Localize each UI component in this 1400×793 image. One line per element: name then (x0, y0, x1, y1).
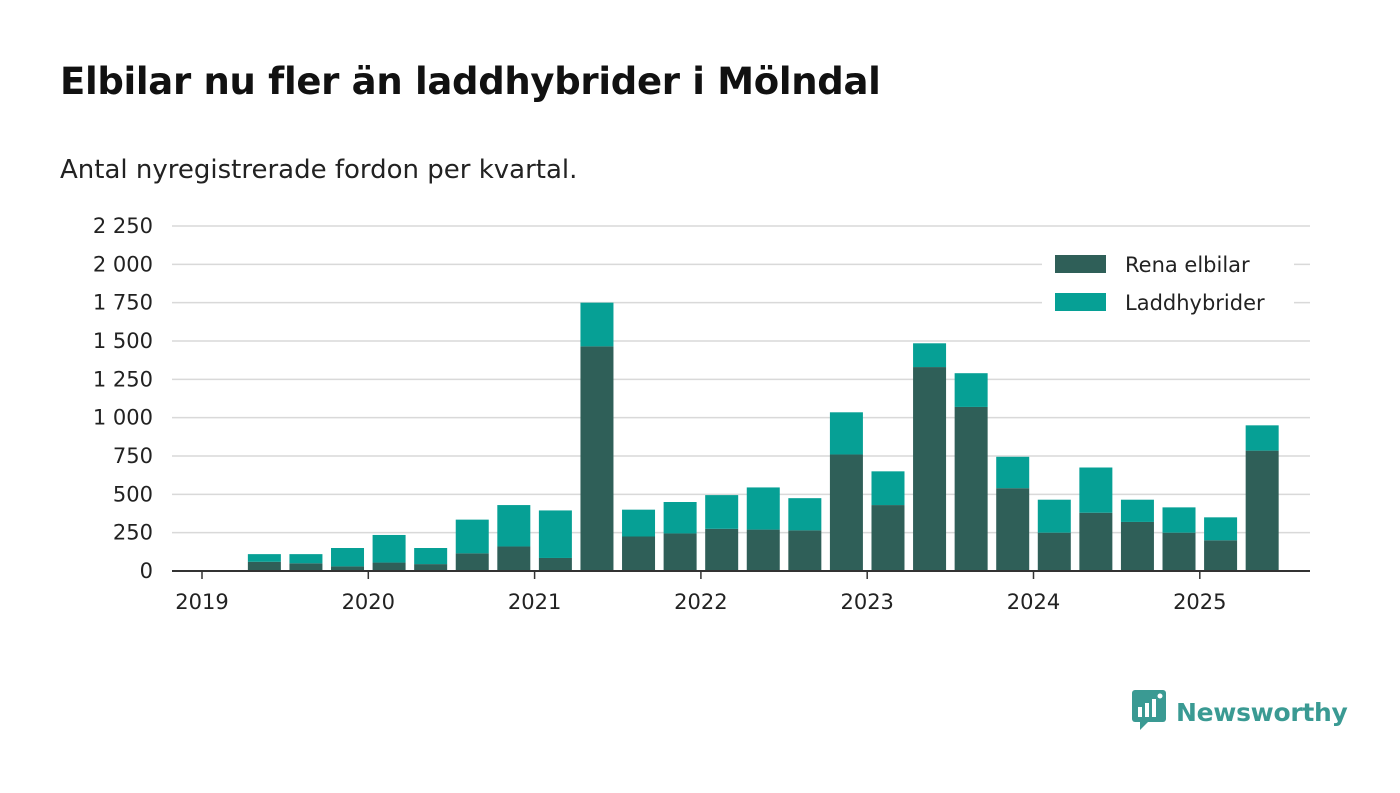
bar-segment-laddhybrider (580, 302, 614, 347)
bar-segment-rena-elbilar (663, 533, 697, 571)
bar-segment-laddhybrider (746, 487, 780, 530)
bar-segment-laddhybrider (1162, 507, 1196, 533)
bar-segment-rena-elbilar (788, 530, 822, 571)
bars (247, 302, 1279, 571)
y-tick-label: 750 (113, 444, 153, 468)
legend-swatch (1055, 293, 1106, 311)
bar-segment-laddhybrider (871, 471, 905, 506)
bar-segment-rena-elbilar (954, 406, 988, 571)
legend-swatch (1055, 255, 1106, 273)
brand-logo: Newsworthy (1132, 690, 1348, 734)
y-tick-label: 1 500 (93, 329, 153, 353)
bar-segment-laddhybrider (788, 498, 822, 531)
bar-segment-rena-elbilar (1120, 521, 1154, 571)
bar-segment-rena-elbilar (414, 564, 448, 571)
x-tick-label: 2020 (342, 590, 395, 614)
bar-segment-laddhybrider (497, 505, 531, 547)
y-tick-label: 0 (140, 559, 153, 583)
axes: 0 250 500 750 1 000 1 250 1 500 1 750 2 000 2 250… (93, 214, 1310, 614)
x-tick-label: 2025 (1173, 590, 1226, 614)
x-tick-label: 2022 (674, 590, 727, 614)
bar-segment-laddhybrider (331, 548, 365, 567)
bar-segment-laddhybrider (1204, 517, 1238, 541)
bar-segment-rena-elbilar (622, 536, 656, 571)
brand-name: Newsworthy (1176, 697, 1348, 727)
x-tick-label: 2024 (1007, 590, 1060, 614)
y-tick-label: 1 250 (93, 367, 153, 391)
bar-segment-rena-elbilar (871, 505, 905, 571)
legend-label: Laddhybrider (1125, 291, 1265, 315)
y-tick-label: 1 750 (93, 291, 153, 315)
bar-segment-laddhybrider (996, 456, 1030, 489)
bar-segment-laddhybrider (414, 548, 448, 565)
y-tick-label: 1 000 (93, 406, 153, 430)
bar-segment-laddhybrider (1037, 499, 1071, 533)
bar-segment-laddhybrider (247, 554, 281, 562)
bar-segment-rena-elbilar (289, 563, 323, 571)
bar-segment-laddhybrider (538, 510, 572, 558)
bar-segment-laddhybrider (829, 412, 863, 455)
chart-title: Elbilar nu fler än laddhybrider i Mölnda… (60, 60, 881, 103)
bar-segment-rena-elbilar (1037, 532, 1071, 571)
bar-segment-laddhybrider (705, 495, 739, 529)
bar-segment-rena-elbilar (705, 528, 739, 571)
bar-segment-rena-elbilar (1162, 532, 1196, 571)
bar-segment-rena-elbilar (1079, 512, 1113, 571)
chart-subtitle: Antal nyregistrerade fordon per kvartal. (60, 155, 578, 185)
bar-segment-rena-elbilar (538, 557, 572, 571)
y-tick-label: 250 (113, 521, 153, 545)
bar-segment-rena-elbilar (1245, 450, 1279, 571)
bar-segment-rena-elbilar (746, 529, 780, 571)
x-tick-label: 2019 (175, 590, 228, 614)
bar-segment-laddhybrider (1245, 425, 1279, 451)
bar-segment-rena-elbilar (372, 562, 406, 571)
bar-segment-rena-elbilar (829, 454, 863, 571)
bar-segment-rena-elbilar (455, 553, 489, 571)
bar-segment-rena-elbilar (1204, 540, 1238, 571)
bar-segment-laddhybrider (663, 502, 697, 534)
bar-segment-laddhybrider (954, 373, 988, 407)
legend-label: Rena elbilar (1125, 253, 1250, 277)
x-tick-label: 2021 (508, 590, 561, 614)
y-tick-label: 2 000 (93, 252, 153, 276)
bar-segment-laddhybrider (622, 509, 656, 537)
bar-segment-laddhybrider (1120, 499, 1154, 522)
bar-segment-rena-elbilar (331, 566, 365, 571)
legend: Rena elbilar Laddhybrider (1042, 244, 1294, 320)
newsworthy-logo-icon (1132, 690, 1166, 734)
y-tick-label: 2 250 (93, 214, 153, 238)
bar-segment-rena-elbilar (497, 546, 531, 571)
x-tick-label: 2023 (840, 590, 893, 614)
bar-segment-laddhybrider (1079, 467, 1113, 513)
bar-segment-rena-elbilar (580, 346, 614, 571)
y-tick-label: 500 (113, 482, 153, 506)
bar-segment-laddhybrider (289, 554, 323, 564)
bar-segment-laddhybrider (372, 534, 406, 563)
bar-segment-rena-elbilar (913, 367, 947, 571)
bar-segment-laddhybrider (455, 519, 489, 554)
bar-segment-rena-elbilar (996, 488, 1030, 571)
bar-segment-rena-elbilar (247, 561, 281, 571)
bar-segment-laddhybrider (913, 343, 947, 368)
